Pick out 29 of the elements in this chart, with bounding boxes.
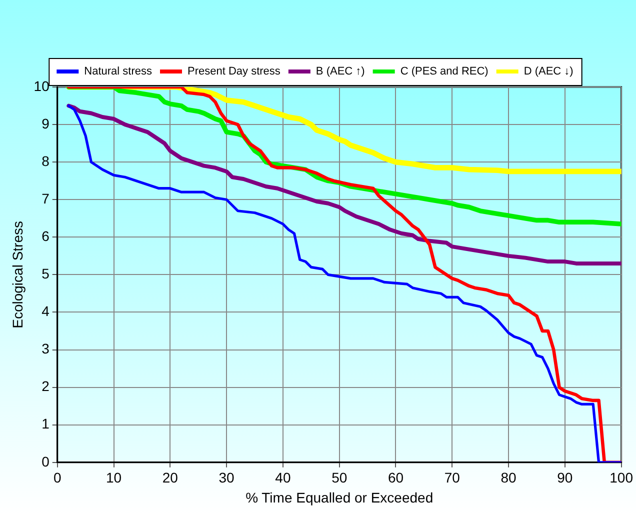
- x-tick-label: 80: [500, 470, 517, 486]
- x-tick-label: 50: [332, 470, 348, 486]
- x-tick-label: 10: [106, 470, 122, 486]
- x-tick-label: 100: [610, 470, 634, 486]
- legend-label: Present Day stress: [188, 66, 281, 78]
- y-tick-label: 1: [42, 416, 50, 432]
- y-tick-label: 0: [42, 453, 50, 470]
- x-tick-label: 60: [388, 470, 404, 486]
- y-tick-label: 6: [42, 228, 50, 244]
- y-tick-label: 2: [42, 378, 50, 394]
- x-tick-label: 0: [53, 470, 62, 486]
- x-tick-label: 20: [162, 470, 178, 486]
- x-axis-title: % Time Equalled or Exceeded: [246, 489, 434, 506]
- y-tick-label: 3: [42, 340, 50, 357]
- x-tick-label: 40: [275, 470, 291, 486]
- y-tick-label: 4: [42, 303, 50, 320]
- y-tick-label: 5: [42, 266, 50, 282]
- legend-label: B (AEC ↑): [316, 66, 365, 78]
- legend-label: D (AEC ↓): [524, 66, 574, 78]
- y-tick-label: 7: [42, 190, 50, 206]
- x-tick-label: 90: [557, 470, 573, 486]
- x-tick-label: 30: [218, 470, 235, 486]
- x-tick-label: 70: [444, 470, 460, 486]
- y-tick-label: 10: [34, 78, 50, 94]
- y-axis-title: Ecological Stress: [9, 221, 26, 328]
- y-tick-label: 8: [42, 152, 50, 169]
- y-tick-label: 9: [42, 115, 50, 132]
- legend-label: Natural stress: [84, 66, 153, 78]
- legend-label: C (PES and REC): [400, 66, 488, 78]
